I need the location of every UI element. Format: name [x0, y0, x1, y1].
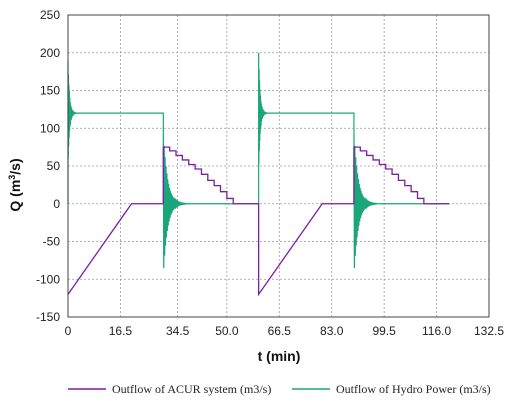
y-tick-label: 100	[40, 121, 60, 135]
x-tick-label: 66.5	[268, 324, 292, 338]
x-tick-labels: 0 16.5 34.5 50.0 66.5 83.0 99.5 116.0 132.5	[65, 324, 505, 338]
y-tick-label: -150	[36, 310, 60, 324]
y-axis-title: Q (m3/s)	[7, 158, 23, 211]
y-tick-label: 200	[40, 46, 60, 60]
plot-frame	[67, 14, 490, 318]
x-axis-title: t (min)	[258, 348, 301, 364]
y-tick-label: -100	[36, 272, 60, 286]
y-tick-label: 250	[40, 8, 60, 22]
legend-label-acur: Outflow of ACUR system (m3/s)	[112, 382, 271, 396]
x-tick-label: 83.0	[320, 324, 344, 338]
y-tick-labels: -150 -100 -50 0 50 100 150 200 250	[36, 8, 60, 324]
x-tick-label: 16.5	[109, 324, 133, 338]
x-tick-label: 0	[65, 324, 72, 338]
y-tick-label: 0	[53, 197, 60, 211]
y-tick-label: 50	[47, 159, 61, 173]
y-tick-label: -50	[43, 235, 61, 249]
x-tick-label: 34.5	[166, 324, 190, 338]
x-tick-label: 132.5	[474, 324, 504, 338]
x-tick-label: 99.5	[372, 324, 396, 338]
y-axis-title-main: Q (m	[7, 180, 23, 212]
series-layer	[67, 52, 450, 297]
y-axis-title-sup: 3	[7, 175, 17, 180]
y-axis-title-tail: /s)	[7, 158, 23, 174]
legend-label-hydro: Outflow of Hydro Power (m3/s)	[336, 382, 491, 396]
legend: Outflow of ACUR system (m3/s) Outflow of…	[68, 382, 491, 396]
series-line-acur	[67, 146, 450, 297]
x-tick-label: 50.0	[215, 324, 239, 338]
y-tick-label: 150	[40, 84, 60, 98]
x-tick-label: 116.0	[422, 324, 451, 338]
